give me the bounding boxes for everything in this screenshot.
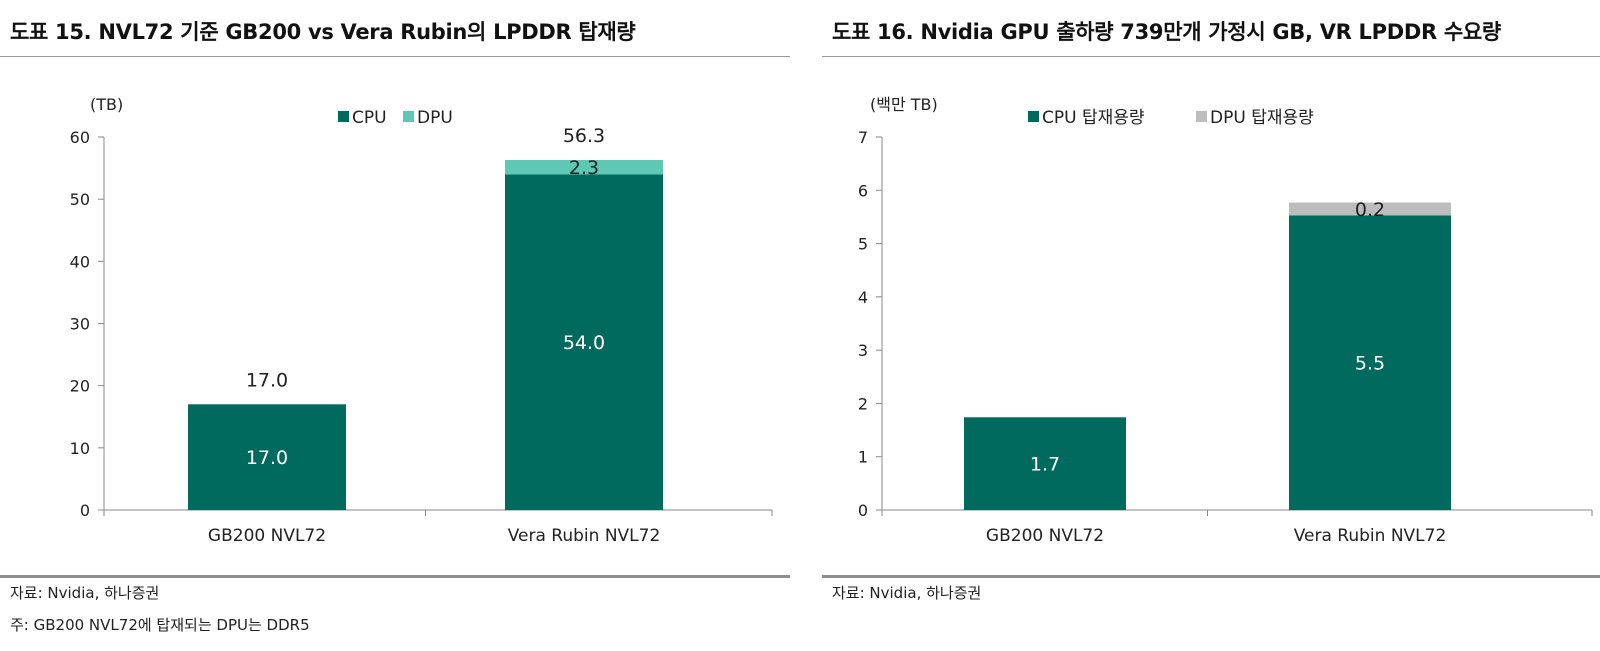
y-tick-label: 1 <box>858 448 868 467</box>
x-category-label: Vera Rubin NVL72 <box>1294 526 1447 546</box>
figure-16-panel: 도표 16. Nvidia GPU 출하량 739만개 가정시 GB, VR L… <box>822 0 1600 651</box>
legend-swatch <box>1028 111 1039 122</box>
y-tick-label: 4 <box>858 288 868 307</box>
figure-15-title: 도표 15. NVL72 기준 GB200 vs Vera Rubin의 LPD… <box>10 20 636 44</box>
bar-data-label: 17.0 <box>246 447 288 469</box>
figure-15-bottom-rule <box>0 575 790 578</box>
legend-label: DPU 탑재용량 <box>1210 108 1314 128</box>
bar-data-label: 0.2 <box>1355 199 1385 221</box>
bar-cpu <box>188 404 346 510</box>
legend-swatch <box>403 111 414 122</box>
bar-cpu <box>964 417 1126 510</box>
figure-16-chart: (백만 TB) 0 1 2 3 4 5 6 7 GB200 NVL72 Vera Rubin NVL… <box>858 95 1593 546</box>
bar-data-label: 2.3 <box>569 157 599 179</box>
bar-data-label: 1.7 <box>1030 454 1060 476</box>
y-tick-label: 2 <box>858 394 868 413</box>
figure-15-top-rule <box>0 56 790 57</box>
bar-data-label: 5.5 <box>1355 353 1385 375</box>
y-tick-label: 20 <box>70 377 90 396</box>
figure-15-source-note: 자료: Nvidia, 하나증권 <box>10 584 160 602</box>
figure-16-title: 도표 16. Nvidia GPU 출하량 739만개 가정시 GB, VR L… <box>832 20 1501 44</box>
y-tick-label: 0 <box>858 501 868 520</box>
y-tick-label: 5 <box>858 235 868 254</box>
y-tick-label: 50 <box>70 190 90 209</box>
x-category-label: Vera Rubin NVL72 <box>508 526 661 546</box>
figure-16-top-rule <box>822 56 1600 57</box>
bar-dpu <box>1289 202 1451 216</box>
y-tick-label: 30 <box>70 315 90 334</box>
legend-label: CPU 탑재용량 <box>1042 108 1145 128</box>
legend-swatch <box>338 111 349 122</box>
bar-cpu <box>1289 215 1451 510</box>
bar-cpu <box>505 174 663 511</box>
y-tick-label: 3 <box>858 341 868 360</box>
bar-dpu <box>505 160 663 175</box>
bar-total-label: 17.0 <box>246 369 288 391</box>
y-tick-label: 60 <box>70 128 90 147</box>
legend-label: DPU <box>417 108 453 128</box>
figure-15-footnote: 주: GB200 NVL72에 탑재되는 DPU는 DDR5 <box>10 616 310 634</box>
figure-15-chart: (TB) 0 10 20 30 40 50 60 GB200 NVL72 Vera Rubin N… <box>70 95 773 546</box>
bar-data-label: 54.0 <box>563 332 605 354</box>
y-tick-label: 0 <box>80 501 90 520</box>
y-tick-label: 7 <box>858 128 868 147</box>
bar-total-label: 56.3 <box>563 125 605 147</box>
y-tick-label: 6 <box>858 181 868 200</box>
x-category-label: GB200 NVL72 <box>208 526 326 546</box>
legend-label: CPU <box>352 108 387 128</box>
y-unit-label: (TB) <box>90 95 123 114</box>
y-unit-label: (백만 TB) <box>870 95 938 114</box>
figure-16-source-note: 자료: Nvidia, 하나증권 <box>832 584 982 602</box>
x-category-label: GB200 NVL72 <box>986 526 1104 546</box>
y-tick-label: 10 <box>70 439 90 458</box>
legend-swatch <box>1196 111 1207 122</box>
figure-16-bottom-rule <box>822 575 1600 578</box>
y-tick-label: 40 <box>70 252 90 271</box>
figure-15-panel: 도표 15. NVL72 기준 GB200 vs Vera Rubin의 LPD… <box>0 0 790 651</box>
